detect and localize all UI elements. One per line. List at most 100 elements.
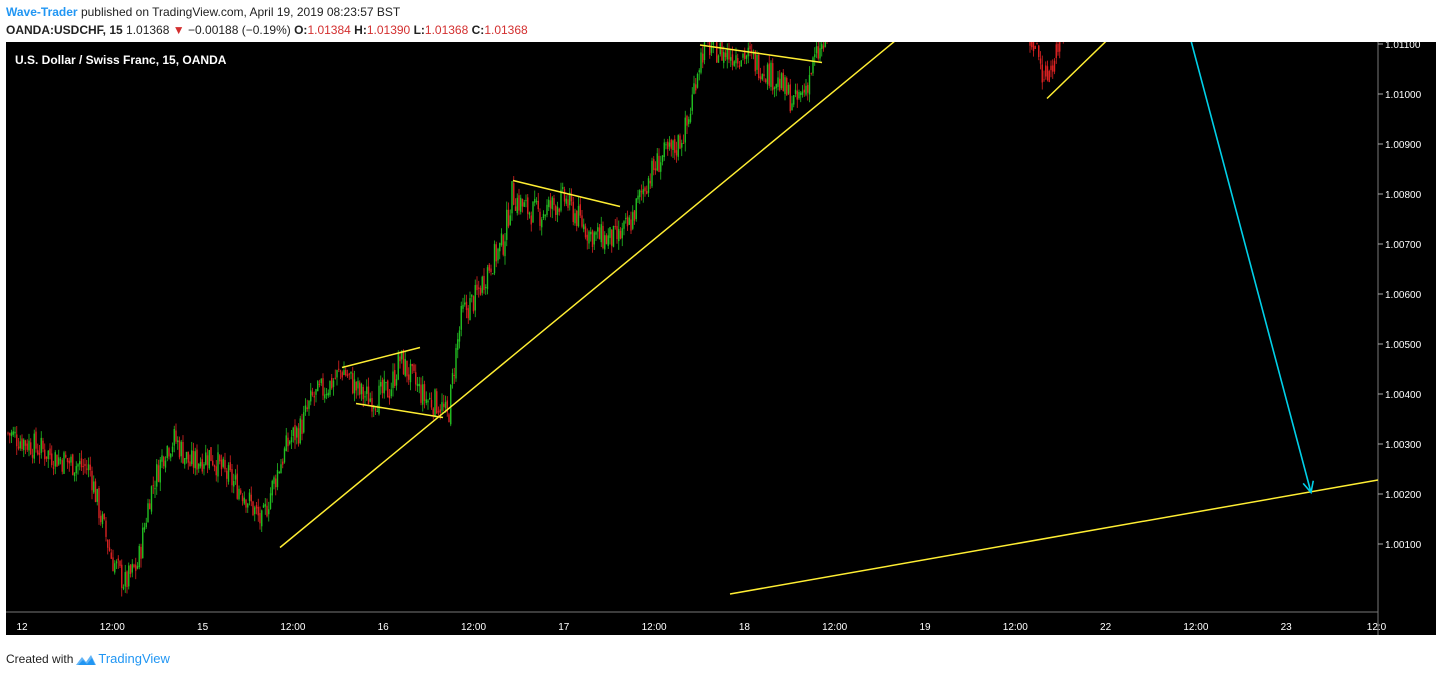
- candle-body: [93, 481, 95, 493]
- candle-body: [325, 394, 328, 396]
- candle-body: [168, 448, 170, 457]
- candle-body: [817, 46, 819, 59]
- candle-body: [49, 448, 51, 456]
- candle-body: [595, 232, 597, 235]
- candle-body: [301, 419, 303, 434]
- trendline-annotations[interactable]: [8, 42, 1379, 595]
- price-tick-label: 1.00200: [1385, 490, 1422, 501]
- candle-body: [187, 451, 189, 463]
- candle-body: [117, 558, 119, 561]
- time-tick-label: 18: [739, 622, 751, 633]
- trendline: [279, 42, 895, 549]
- candle-body: [51, 453, 53, 466]
- candle-body: [465, 301, 468, 311]
- candle-body: [70, 456, 72, 463]
- candle-body: [353, 379, 356, 394]
- candle-body: [129, 565, 132, 574]
- candle-body: [338, 368, 340, 370]
- publish-info: Wave-Trader published on TradingView.com…: [6, 5, 400, 19]
- candle-body: [796, 90, 798, 100]
- candle-body: [268, 509, 270, 515]
- time-axis[interactable]: [6, 612, 1378, 635]
- candle-body: [227, 465, 230, 482]
- trendline: [699, 44, 823, 64]
- candle-body: [37, 450, 39, 455]
- candle-body: [717, 55, 720, 63]
- candle-body: [194, 451, 196, 469]
- candle-body: [1032, 42, 1035, 52]
- candle-body: [282, 461, 284, 465]
- candle-body: [1041, 64, 1043, 83]
- candle-body: [689, 113, 692, 122]
- price-chart[interactable]: U.S. Dollar / Swiss Franc, 15, OANDA 1.0…: [0, 42, 1444, 640]
- price-tick-label: 1.00400: [1385, 390, 1422, 401]
- candle-body: [196, 449, 198, 470]
- candle-body: [793, 95, 795, 105]
- candle-body: [780, 73, 783, 89]
- candle-body: [457, 339, 459, 350]
- candle-body: [469, 298, 471, 321]
- candle-body: [238, 488, 240, 500]
- candle-body: [119, 560, 121, 567]
- candle-body: [423, 384, 426, 401]
- tradingview-brand[interactable]: TradingView: [98, 651, 170, 666]
- trendline: [341, 346, 421, 369]
- candle-body: [411, 364, 413, 367]
- candle-body: [108, 547, 111, 551]
- candle-body: [728, 49, 730, 60]
- plot-area[interactable]: [6, 42, 1378, 612]
- candle-body: [10, 432, 13, 436]
- candle-body: [567, 199, 569, 208]
- candle-body: [768, 63, 770, 86]
- candle-body: [66, 458, 69, 463]
- candle-body: [44, 449, 46, 460]
- candle-body: [24, 440, 27, 446]
- candle-body: [84, 463, 86, 467]
- candle-body: [443, 403, 445, 407]
- candle-body: [604, 235, 606, 250]
- candle-body: [105, 520, 107, 537]
- time-tick-label: 22: [1100, 622, 1112, 633]
- candle-body: [812, 57, 814, 74]
- candle-body: [145, 522, 147, 527]
- candle-body: [455, 348, 457, 379]
- candle-body: [1057, 43, 1059, 52]
- candle-body: [688, 119, 690, 125]
- candle-body: [252, 501, 254, 516]
- candle-body: [339, 370, 342, 372]
- candle-body: [633, 210, 636, 221]
- candle-body: [31, 454, 34, 458]
- candle-body: [329, 380, 331, 395]
- candle-body: [121, 564, 123, 588]
- trendline: [729, 479, 1379, 595]
- candle-body: [285, 435, 287, 451]
- candle-body: [677, 135, 679, 157]
- candle-body: [679, 135, 681, 149]
- candle-body: [318, 384, 321, 386]
- candle-body: [1029, 42, 1031, 46]
- candle-body: [420, 384, 422, 403]
- candle-body: [1050, 65, 1052, 71]
- candle-body: [733, 61, 735, 67]
- candle-body: [598, 227, 601, 240]
- candle-body: [126, 571, 128, 588]
- price-axis[interactable]: [1378, 42, 1436, 635]
- candle-body: [644, 187, 646, 192]
- price-axis-labels: 1.018001.017001.016001.015001.014001.013…: [1378, 42, 1422, 551]
- candle-body: [765, 79, 767, 83]
- candle-body: [271, 480, 273, 496]
- candle-body: [528, 212, 531, 215]
- author-link[interactable]: Wave-Trader: [6, 5, 78, 19]
- candle-body: [1038, 45, 1040, 58]
- candle-body: [539, 211, 541, 226]
- candle-body: [80, 458, 83, 468]
- candle-body: [605, 235, 608, 245]
- candle-body: [77, 464, 79, 467]
- symbol-label: OANDA:USDCHF, 15: [6, 23, 123, 37]
- candle-body: [506, 209, 508, 240]
- candle-body: [65, 454, 67, 458]
- candle-body: [247, 503, 249, 508]
- candle-body: [164, 460, 167, 468]
- candle-body: [560, 189, 562, 211]
- candle-body: [341, 372, 343, 378]
